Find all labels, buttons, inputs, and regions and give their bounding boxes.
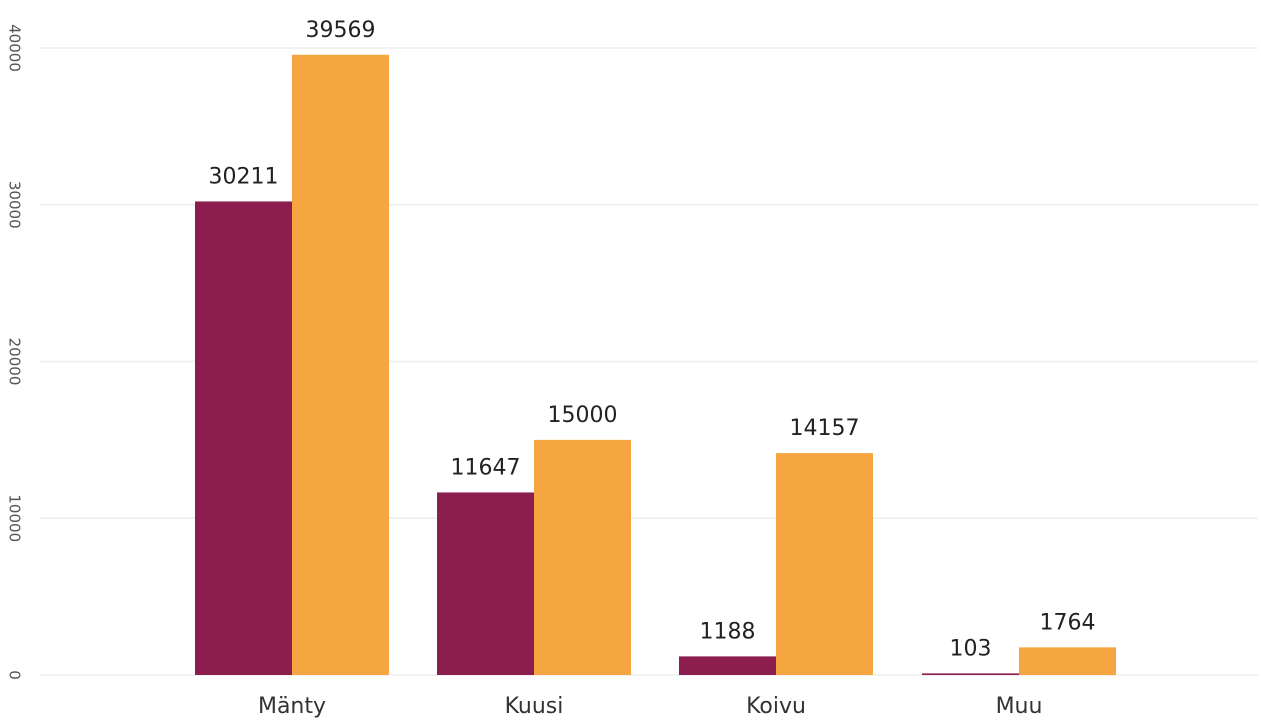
data-label: 103 (950, 636, 992, 661)
bars (195, 54, 1116, 676)
data-label: 1764 (1040, 610, 1096, 635)
bar (437, 492, 534, 675)
x-axis-categories: Mänty Kuusi Koivu Muu (258, 694, 1042, 719)
data-label: 30211 (209, 164, 279, 189)
bar (292, 54, 389, 676)
x-category-label: Mänty (258, 694, 326, 719)
data-labels: 30211 39569 11647 15000 1188 14157 103 1764 (209, 18, 1096, 662)
data-label: 11647 (451, 455, 521, 480)
data-label: 14157 (790, 416, 860, 441)
bar (922, 673, 1019, 675)
y-tick-label: 40000 (6, 24, 24, 72)
x-category-label: Muu (996, 694, 1043, 719)
x-category-label: Koivu (746, 694, 806, 719)
data-label: 39569 (306, 18, 376, 43)
data-label: 1188 (700, 619, 756, 644)
bar (679, 656, 776, 675)
y-tick-label: 20000 (6, 338, 24, 386)
y-tick-label: 10000 (6, 494, 24, 542)
data-label: 15000 (548, 403, 618, 428)
bar (195, 201, 292, 676)
bar (776, 453, 873, 675)
x-category-label: Kuusi (505, 694, 564, 719)
y-axis-ticks: 0 10000 20000 30000 40000 (6, 24, 24, 680)
y-tick-label: 0 (6, 670, 24, 680)
bar (534, 439, 631, 675)
bar (1019, 647, 1116, 675)
y-tick-label: 30000 (6, 181, 24, 229)
